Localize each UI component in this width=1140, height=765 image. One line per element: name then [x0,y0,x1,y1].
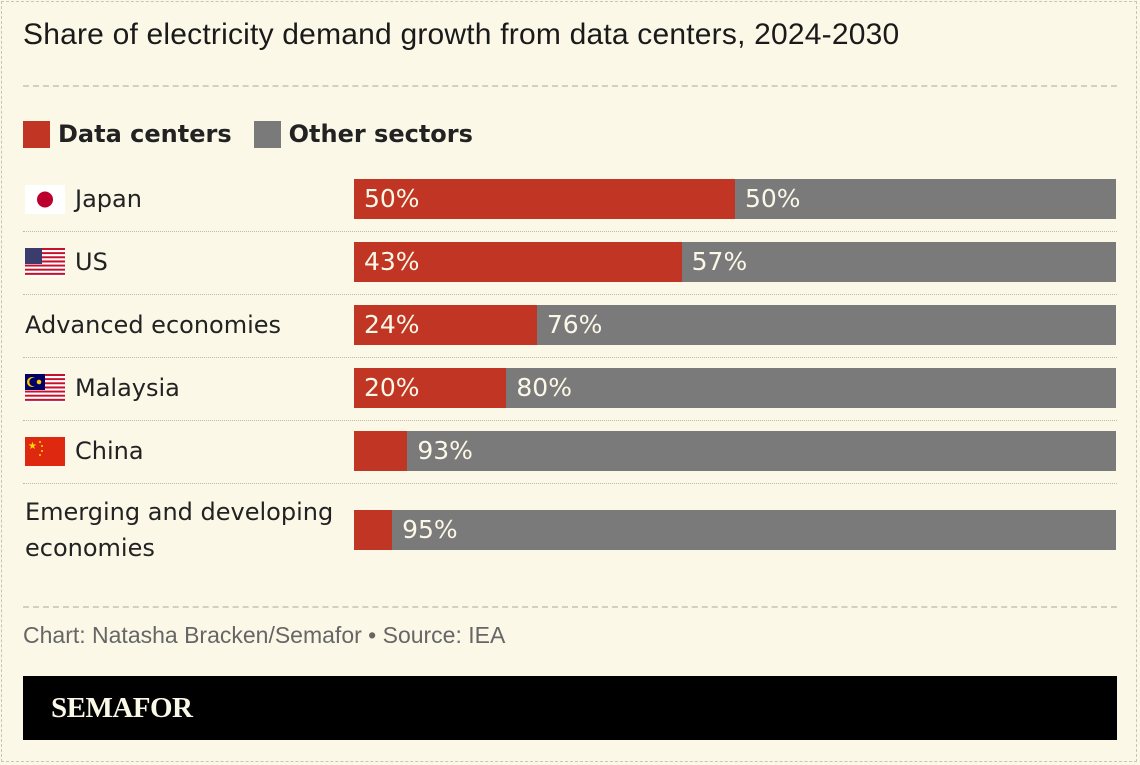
bar-other-sectors [506,368,1116,408]
bar-data-centers [354,431,408,471]
legend-swatch [23,120,50,148]
divider [23,85,1117,87]
data-label: 43% [364,247,420,276]
semafor-logo: SEMAFOR [51,692,193,724]
chart-title: Share of electricity demand growth from … [23,18,900,51]
category-text: Advanced economies [25,311,282,339]
category-text: Japan [75,185,142,213]
row-separator [23,357,1117,358]
bar-other-sectors [392,510,1116,550]
source-note: Chart: Natasha Bracken/Semafor • Source:… [23,622,506,648]
bar-data-centers [354,510,393,550]
data-label: 24% [364,310,420,339]
category-text: US [75,248,108,276]
row-separator [23,231,1117,232]
data-label: 50% [364,184,420,213]
data-label: 50% [745,184,801,213]
bar-data-centers [354,179,735,219]
brand-bar: SEMAFOR [23,676,1117,740]
svg-text:★: ★ [28,441,37,452]
row-separator [23,294,1117,295]
category-text: China [75,437,144,465]
category-text: Malaysia [75,374,180,402]
bar-other-sectors [735,179,1116,219]
japan-flag-icon [25,184,65,214]
category-label: US [25,244,108,280]
category-label: Japan [25,181,142,217]
data-label: 80% [516,373,572,402]
data-label: 76% [546,310,603,339]
legend-swatch [253,120,281,148]
us-flag-icon [25,247,65,277]
category-label: Malaysia [25,370,180,406]
legend: Data centers Other sectors [23,120,495,148]
category-label: Advanced economies [25,307,281,343]
data-label: 95% [402,515,458,544]
divider [23,606,1117,608]
bar-other-sectors [536,305,1116,345]
row-separator [23,420,1117,421]
legend-item-other-sectors: Other sectors [253,120,473,148]
category-label: Emerging and developing economies [25,494,345,566]
bar-data-centers [354,242,682,282]
row-separator [23,483,1117,484]
legend-label: Other sectors [288,120,473,148]
legend-item-data-centers: Data centers [23,120,232,148]
legend-label: Data centers [58,120,232,148]
category-text: Emerging and developing economies [25,498,334,562]
china-flag-icon: ★ [25,436,65,466]
data-label: 20% [364,373,420,402]
malaysia-flag-icon [25,373,65,403]
data-label: 57% [691,247,748,276]
bar-data-centers [354,368,507,408]
category-label: ★ China [25,433,144,469]
data-label: 93% [417,436,473,465]
bar-data-centers [354,305,537,345]
bar-other-sectors [681,242,1116,282]
bar-other-sectors [407,431,1116,471]
